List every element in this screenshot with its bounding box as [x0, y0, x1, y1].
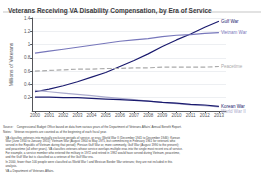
svg-text:War (June 1950 to January 1955: War (June 1950 to January 1955); Vietnam… [3, 139, 176, 143]
svg-text:1.4: 1.4 [24, 16, 31, 21]
svg-text:Gulf War: Gulf War [221, 19, 239, 24]
svg-text:Korean War: Korean War [221, 104, 245, 109]
svg-text:0.2: 0.2 [24, 95, 31, 100]
svg-text:VA classifies veterans into mu: VA classifies veterans into mutually exc… [3, 135, 180, 139]
svg-text:analysis.: analysis. [3, 163, 17, 167]
svg-text:0.8: 0.8 [24, 55, 31, 60]
svg-text:0.6: 0.6 [24, 69, 31, 74]
svg-text:served in the Republic of Viet: served in the Republic of Vietnam during… [3, 143, 180, 147]
svg-text:1.2: 1.2 [24, 29, 31, 34]
svg-text:Notes: Veteran recipients ar: Notes: Veteran recipients are counted as… [3, 130, 107, 134]
svg-text:Vietnam War: Vietnam War [221, 30, 247, 35]
svg-text:2001: 2001 [44, 113, 55, 118]
svg-text:2007: 2007 [129, 113, 140, 118]
svg-text:In 2000, fewer than 100 people: In 2000, fewer than 100 people were clas… [3, 160, 173, 164]
svg-text:2006: 2006 [115, 113, 126, 118]
svg-text:1: 1 [28, 42, 31, 47]
svg-text:2008: 2008 [143, 113, 154, 118]
svg-text:and peacetime (all other years: and peacetime (all other years). VA clas… [3, 147, 183, 151]
svg-text:2004: 2004 [87, 113, 98, 118]
svg-text:Source: Congressional Budge: Source: Congressional Budget Office base… [3, 125, 182, 129]
svg-text:VA = Department of Veterans Af: VA = Department of Veterans Affairs. [3, 169, 54, 173]
svg-text:2009: 2009 [157, 113, 168, 118]
svg-text:2005: 2005 [101, 113, 112, 118]
svg-text:2010: 2010 [171, 113, 182, 118]
svg-text:2012: 2012 [200, 113, 211, 118]
svg-text:2000: 2000 [30, 113, 41, 118]
svg-text:Peacetime: Peacetime [221, 64, 243, 69]
svg-text:2002: 2002 [58, 113, 69, 118]
svg-text:Veterans Receiving VA Disabili: Veterans Receiving VA Disability Compens… [8, 7, 212, 15]
svg-text:and the Gulf War but is classi: and the Gulf War but is classified as a … [3, 154, 94, 158]
svg-text:0.4: 0.4 [24, 82, 31, 87]
svg-text:2003: 2003 [72, 113, 83, 118]
svg-text:World War II: World War II [221, 109, 246, 114]
svg-text:Millions of Veterans: Millions of Veterans [8, 42, 14, 86]
svg-text:For example, a service member: For example, a service member who entere… [3, 150, 180, 155]
svg-text:2013: 2013 [213, 113, 224, 118]
svg-text:2011: 2011 [186, 113, 196, 118]
